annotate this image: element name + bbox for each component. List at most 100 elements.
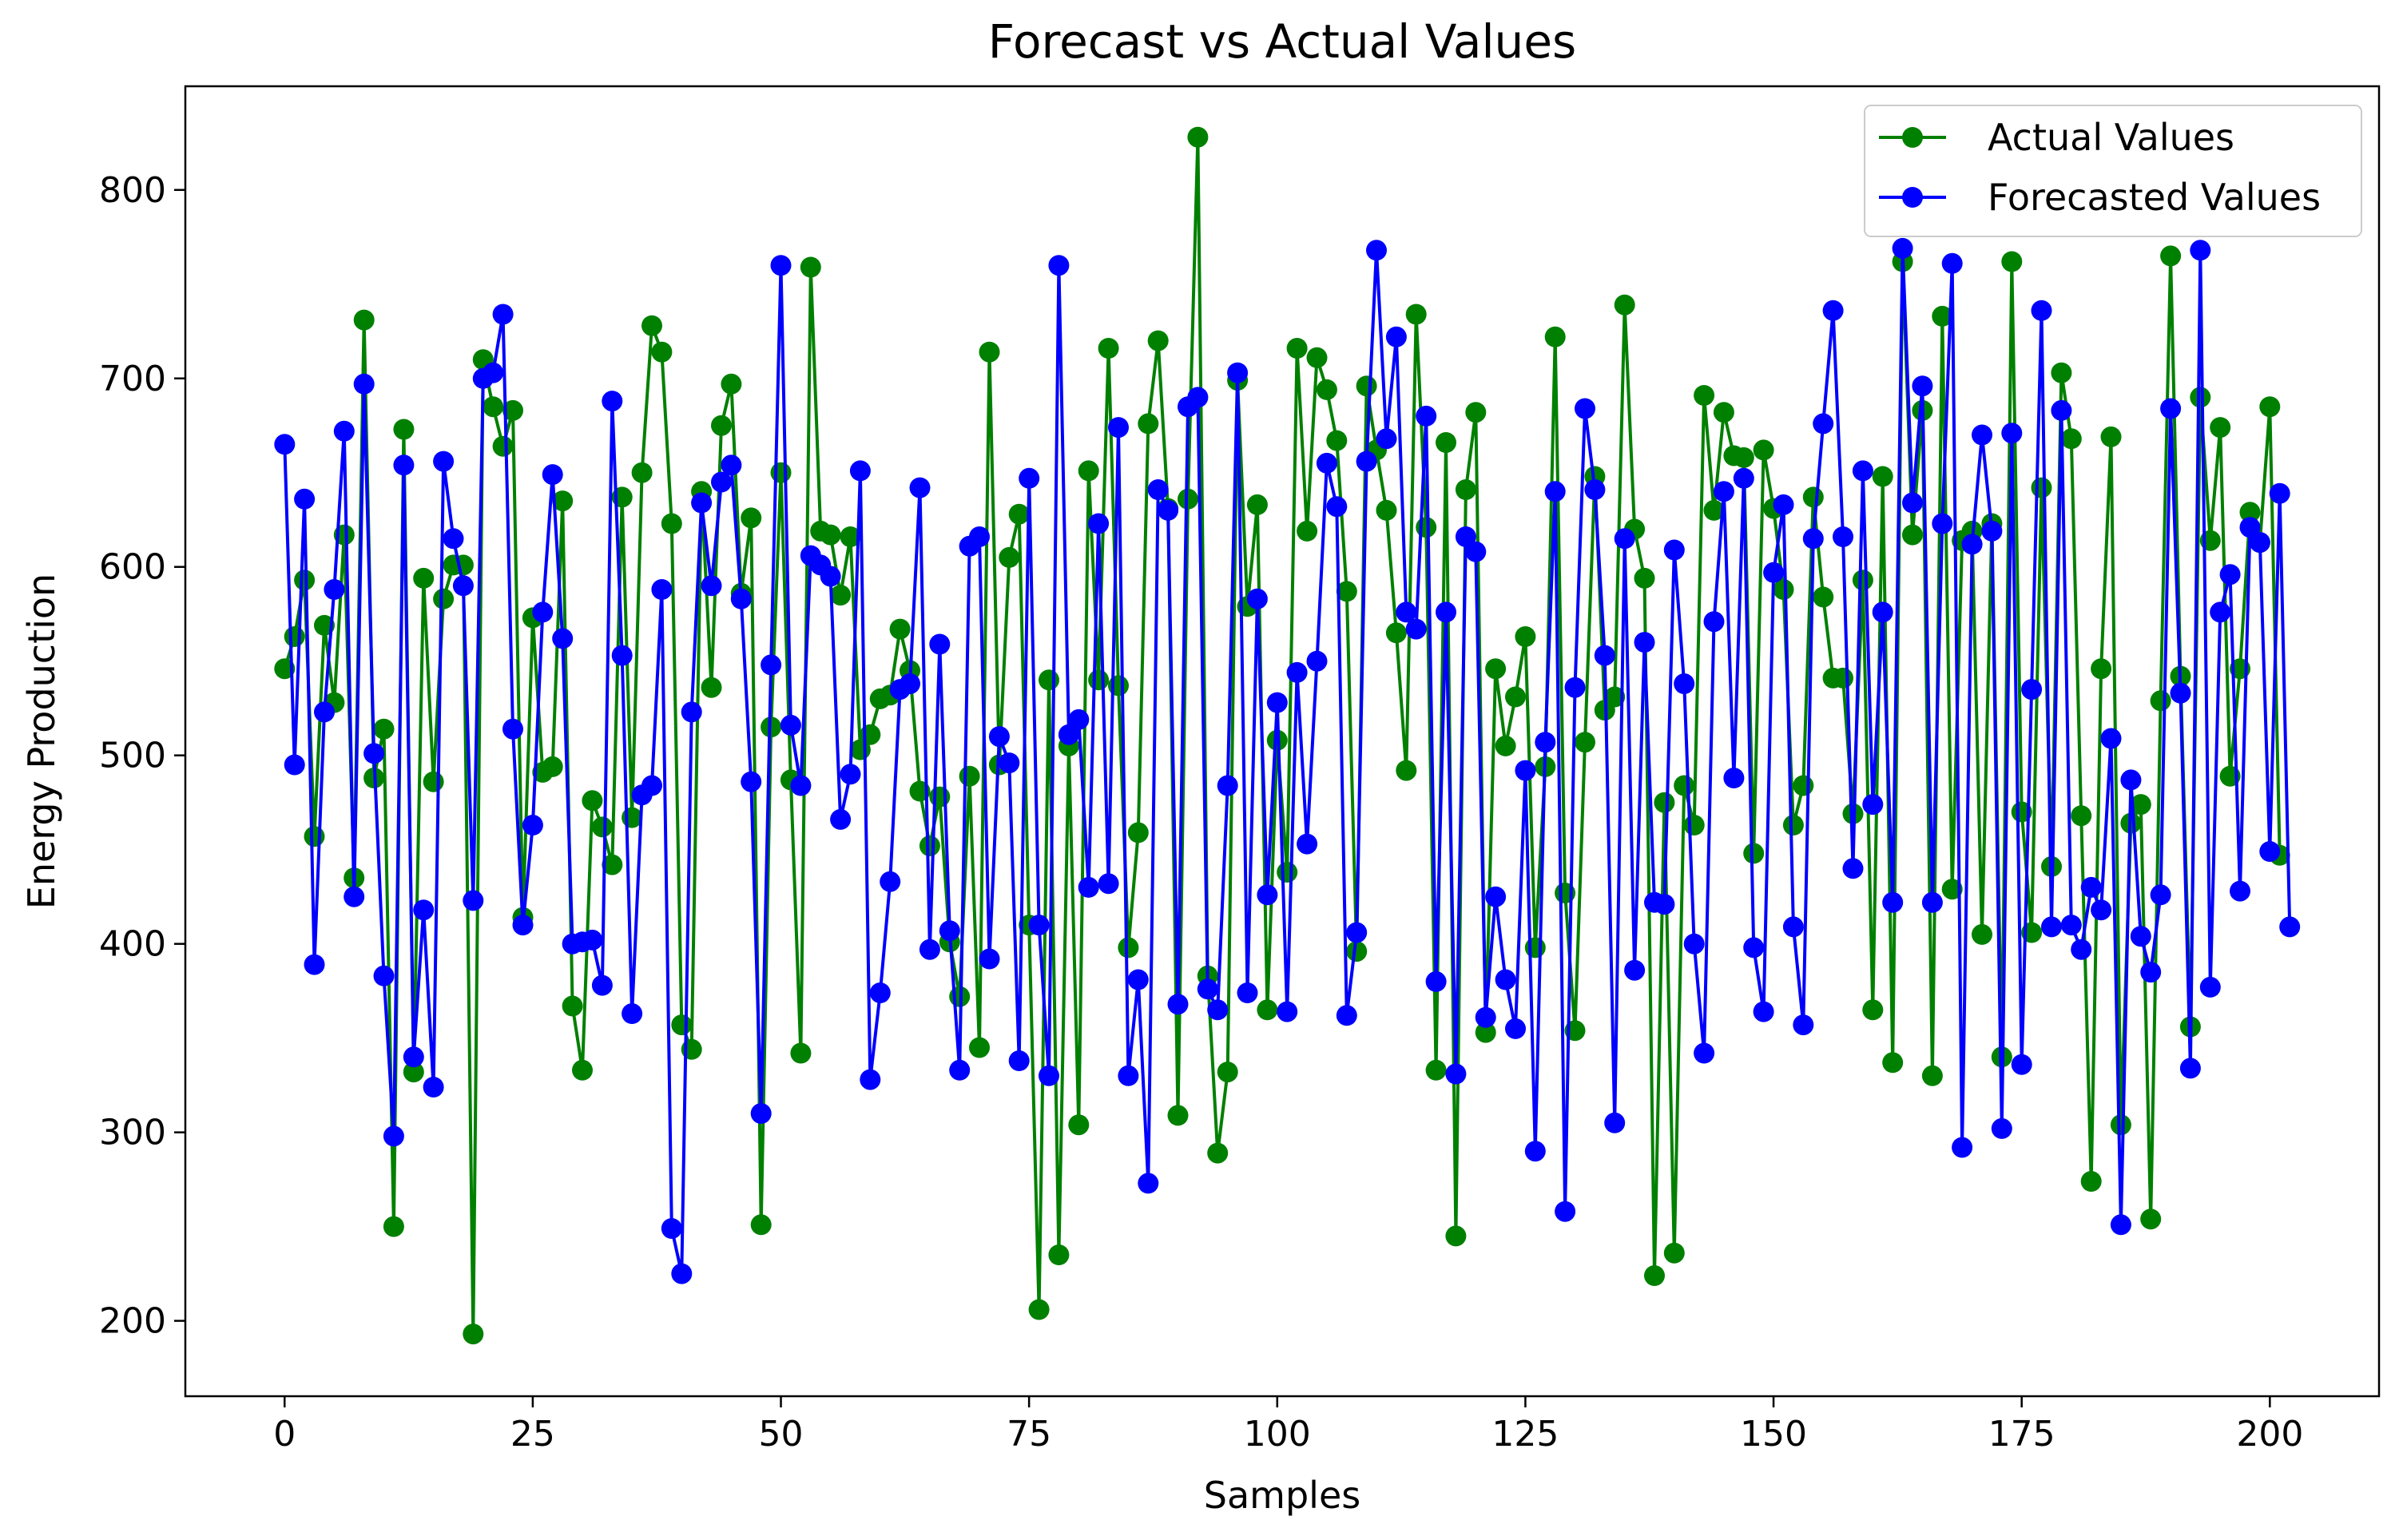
- y-tick-label: 500: [99, 736, 166, 776]
- data-point-forecast: [1266, 692, 1288, 713]
- data-point-actual: [1445, 1225, 1467, 1247]
- data-point-forecast: [1902, 492, 1923, 514]
- data-point-actual: [721, 373, 742, 395]
- data-point-actual: [1634, 567, 1655, 589]
- data-point-actual: [969, 1037, 990, 1058]
- data-point-actual: [631, 462, 653, 483]
- data-point-actual: [2031, 477, 2052, 498]
- data-point-forecast: [820, 566, 841, 587]
- data-point-actual: [1127, 822, 1149, 843]
- data-point-forecast: [860, 1069, 881, 1090]
- data-point-actual: [542, 756, 563, 777]
- data-point-forecast: [750, 1103, 772, 1124]
- data-point-actual: [671, 1014, 693, 1036]
- data-point-actual: [284, 626, 305, 647]
- data-point-actual: [1028, 1299, 1050, 1320]
- data-point-actual: [1773, 579, 1794, 600]
- x-axis: 0 25 50 75 100 125 150 175 200: [273, 1396, 2303, 1455]
- data-point-actual: [2160, 245, 2182, 267]
- data-point-forecast: [2219, 564, 2241, 585]
- series-line-actual: [283, 135, 2282, 1336]
- data-point-forecast: [383, 1125, 404, 1147]
- x-tick-label: 200: [2236, 1414, 2303, 1455]
- data-point-forecast: [1912, 375, 1933, 397]
- data-point-forecast: [790, 775, 812, 796]
- data-point-actual: [1663, 1242, 1685, 1264]
- x-tick-label: 0: [273, 1414, 296, 1455]
- data-point-forecast: [1316, 452, 1337, 474]
- data-point-actual: [1793, 775, 1814, 796]
- data-point-actual: [483, 396, 504, 418]
- data-point-actual: [1068, 1114, 1090, 1136]
- data-point-actual: [1048, 1244, 1070, 1265]
- data-point-forecast: [1505, 1018, 1526, 1039]
- data-point-forecast: [2060, 915, 2082, 936]
- data-point-forecast: [691, 492, 713, 514]
- data-point-forecast: [1118, 1065, 1139, 1086]
- x-tick-label: 25: [510, 1414, 555, 1455]
- data-point-forecast: [2269, 482, 2290, 504]
- data-point-actual: [1753, 439, 1774, 461]
- data-point-actual: [1138, 413, 1159, 435]
- data-point-actual: [1505, 686, 1526, 708]
- series-layer: [274, 126, 2301, 1345]
- data-point-forecast: [1376, 428, 1397, 450]
- data-point-actual: [1802, 486, 1824, 508]
- y-tick-label: 300: [99, 1113, 166, 1153]
- data-point-forecast: [1802, 528, 1824, 550]
- data-point-forecast: [641, 775, 662, 796]
- data-point-forecast: [1594, 645, 1615, 666]
- data-point-actual: [1207, 1142, 1229, 1164]
- data-point-forecast: [1703, 611, 1725, 633]
- data-point-forecast: [999, 752, 1020, 774]
- data-point-actual: [582, 790, 603, 812]
- data-point-forecast: [1941, 252, 1963, 274]
- data-point-actual: [1852, 570, 1873, 591]
- data-point-forecast: [413, 899, 435, 921]
- data-point-forecast: [1336, 1005, 1357, 1026]
- data-point-forecast: [770, 255, 792, 276]
- data-point-forecast: [869, 982, 891, 1003]
- data-point-forecast: [1187, 387, 1209, 408]
- data-point-actual: [2080, 1171, 2102, 1192]
- data-point-forecast: [1674, 673, 1695, 694]
- data-point-forecast: [522, 815, 543, 835]
- data-point-forecast: [1396, 601, 1417, 623]
- data-point-actual: [1088, 669, 1110, 691]
- data-point-forecast: [2051, 399, 2072, 421]
- data-point-forecast: [661, 1218, 682, 1239]
- data-point-forecast: [1604, 1112, 1626, 1133]
- data-point-actual: [1217, 1062, 1238, 1083]
- legend-label-actual: Actual Values: [1988, 116, 2234, 159]
- data-point-forecast: [2259, 841, 2281, 862]
- data-point-actual: [1475, 1022, 1496, 1043]
- data-point-actual: [572, 1059, 593, 1081]
- data-point-actual: [2100, 426, 2122, 447]
- legend-marker-forecast: [1902, 187, 1923, 208]
- data-point-forecast: [1088, 513, 1110, 534]
- data-point-actual: [1147, 330, 1169, 351]
- data-point-actual: [1694, 385, 1715, 406]
- data-point-forecast: [2140, 962, 2162, 983]
- data-point-forecast: [1227, 362, 1249, 383]
- data-point-forecast: [1048, 255, 1070, 276]
- data-point-forecast: [988, 726, 1010, 748]
- data-point-forecast: [1524, 1141, 1546, 1162]
- data-point-forecast: [1257, 884, 1278, 906]
- data-point-forecast: [900, 673, 920, 694]
- data-point-forecast: [1158, 499, 1179, 521]
- x-tick-label: 125: [1491, 1414, 1559, 1455]
- data-point-actual: [1436, 432, 1456, 453]
- data-point-forecast: [711, 471, 732, 493]
- data-point-forecast: [602, 391, 623, 412]
- data-point-actual: [2060, 428, 2082, 450]
- data-point-forecast: [1624, 959, 1646, 981]
- data-point-actual: [830, 585, 852, 606]
- data-point-forecast: [1961, 534, 1983, 555]
- data-point-forecast: [2199, 976, 2221, 998]
- data-point-actual: [1882, 1052, 1904, 1074]
- y-tick-label: 600: [99, 547, 166, 588]
- data-point-forecast: [1972, 424, 1992, 446]
- data-point-forecast: [1921, 891, 1943, 913]
- data-point-forecast: [1425, 970, 1447, 992]
